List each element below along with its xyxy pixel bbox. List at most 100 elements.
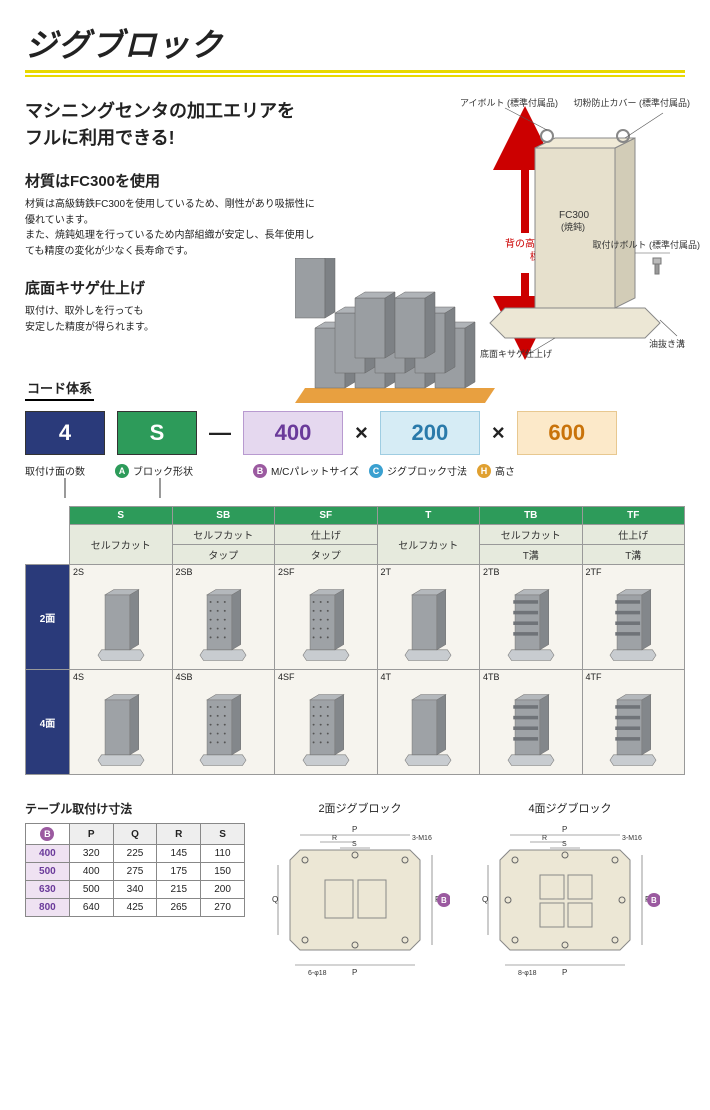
dim-cell: 640 [69, 899, 113, 917]
block-cell: 4T [377, 670, 480, 775]
code-pallet: 400 [243, 411, 343, 455]
code-size: 200 [380, 411, 480, 455]
legend-b: M/Cパレットサイズ [271, 463, 359, 478]
code-height: 600 [517, 411, 617, 455]
times-icon: × [492, 420, 505, 446]
row-label: 2面 [26, 565, 70, 670]
dim-cell: 630 [26, 881, 70, 899]
dim-cell: 320 [69, 845, 113, 863]
dim-col: B [26, 824, 70, 845]
col-sb: SB [172, 507, 275, 525]
svg-text:6-φ18: 6-φ18 [308, 970, 327, 977]
sub-sb1: セルフカット [172, 525, 275, 545]
svg-text:S: S [562, 841, 567, 848]
dim-cell: 225 [113, 845, 157, 863]
dim-cell: 270 [201, 899, 245, 917]
block-cell: 4SB [172, 670, 275, 775]
svg-text:Q: Q [272, 895, 278, 904]
badge-h-icon: H [477, 464, 491, 478]
legend-c: ジグブロック寸法 [387, 463, 467, 478]
sub-tf1: 仕上げ [582, 525, 685, 545]
section1-heading: 材質はFC300を使用 [25, 170, 315, 191]
dim-col: R [157, 824, 201, 845]
svg-text:R: R [332, 835, 337, 842]
col-sf: SF [275, 507, 378, 525]
block-cell: 2S [70, 565, 173, 670]
plan2-heading: 2面ジグブロック [270, 800, 450, 816]
block-cell: 4TF [582, 670, 685, 775]
dim-cell: 400 [69, 863, 113, 881]
dim-cell: 800 [26, 899, 70, 917]
svg-text:R: R [542, 835, 547, 842]
pallet-illustration [295, 258, 505, 408]
sub-tb2: T溝 [480, 545, 583, 565]
dim-col: Q [113, 824, 157, 845]
badge-a-icon: A [115, 464, 129, 478]
col-t: T [377, 507, 480, 525]
plan2-diagram: P R S 3-M16 Q P B P 6-φ18 [270, 820, 450, 980]
svg-text:3-M16: 3-M16 [622, 835, 642, 842]
code-face-count: 4 [25, 411, 105, 455]
legend-a: ブロック形状 [133, 463, 193, 478]
block-cell: 2SF [275, 565, 378, 670]
section2-body: 取付け、取外しを行っても 安定した精度が得られます。 [25, 304, 315, 335]
dimension-table: テーブル取付け寸法 BPQRS 400320225145110500400275… [25, 800, 245, 985]
sub-sb2: タップ [172, 545, 275, 565]
svg-text:Q: Q [482, 895, 488, 904]
section2-heading: 底面キサゲ仕上げ [25, 277, 315, 298]
dim-cell: 425 [113, 899, 157, 917]
sub-s: セルフカット [70, 525, 173, 565]
svg-text:P: P [562, 825, 567, 834]
sub-sf2: タップ [275, 545, 378, 565]
block-cell: 2T [377, 565, 480, 670]
times-icon: × [355, 420, 368, 446]
block-cell: 2TB [480, 565, 583, 670]
col-tf: TF [582, 507, 685, 525]
block-cell: 4SF [275, 670, 378, 775]
label-dustcover: 切粉防止カバー (標準付属品) [574, 96, 691, 109]
row-label: 4面 [26, 670, 70, 775]
svg-text:FC300: FC300 [559, 210, 589, 221]
block-cell: 4S [70, 670, 173, 775]
code-shape: S [117, 411, 197, 455]
dim-col: S [201, 824, 245, 845]
label-mountbolt: 取付けボルト (標準付属品) [593, 238, 701, 251]
plan4-heading: 4面ジグブロック [480, 800, 660, 816]
svg-text:B: B [441, 896, 447, 905]
block-cell: 4TB [480, 670, 583, 775]
dim-cell: 110 [201, 845, 245, 863]
dim-cell: 145 [157, 845, 201, 863]
svg-text:8-φ18: 8-φ18 [518, 970, 537, 977]
legend-h: 高さ [495, 463, 515, 478]
block-cell: 2SB [172, 565, 275, 670]
dim-col: P [69, 824, 113, 845]
dash: — [209, 420, 231, 446]
sub-tb1: セルフカット [480, 525, 583, 545]
comparison-table: S SB SF T TB TF セルフカット セルフカット 仕上げ セルフカット… [25, 506, 685, 775]
sub-tf2: T溝 [582, 545, 685, 565]
dim-cell: 150 [201, 863, 245, 881]
svg-text:(焼鈍): (焼鈍) [561, 221, 585, 232]
label-oil: 油抜き溝 [649, 337, 685, 350]
block-cell: 2TF [582, 565, 685, 670]
dim-cell: 175 [157, 863, 201, 881]
dim-cell: 200 [201, 881, 245, 899]
page-title: ジグブロック [25, 20, 685, 73]
label-eyebolt: アイボルト (標準付属品) [460, 96, 558, 109]
headline: マシニングセンタの加工エリアを フルに利用できる! [25, 98, 315, 152]
dim-heading: テーブル取付け寸法 [25, 800, 245, 817]
section1-body: 材質は高級鋳鉄FC300を使用しているため、剛性があり吸振性に優れています。 ま… [25, 197, 315, 259]
intro-row: マシニングセンタの加工エリアを フルに利用できる! 材質はFC300を使用 材質… [25, 98, 685, 353]
sub-t: セルフカット [377, 525, 480, 565]
dim-cell: 275 [113, 863, 157, 881]
legend-count: 取付け面の数 [25, 463, 105, 478]
plan4-diagram: P R S 3-M16 Q P B P 8-φ18 [480, 820, 660, 980]
dim-cell: 400 [26, 845, 70, 863]
badge-c-icon: C [369, 464, 383, 478]
svg-text:P: P [352, 825, 357, 834]
col-s: S [70, 507, 173, 525]
code-system-heading: コード体系 [25, 378, 94, 401]
svg-text:P: P [562, 968, 567, 977]
dim-cell: 500 [69, 881, 113, 899]
svg-text:S: S [352, 841, 357, 848]
